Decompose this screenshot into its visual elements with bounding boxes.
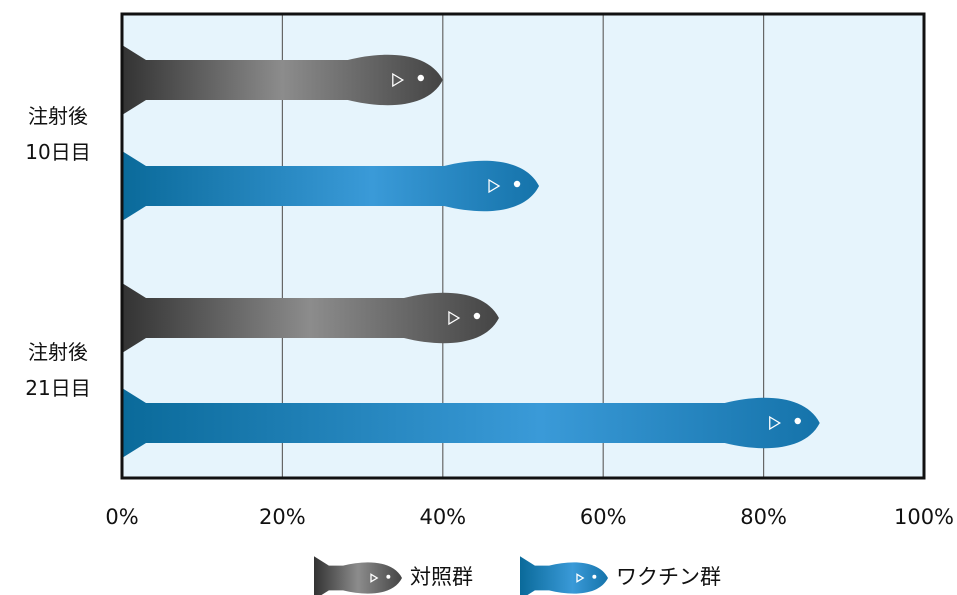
fish-gill [448, 310, 461, 326]
x-tick-label: 20% [259, 505, 306, 529]
fish-bar [122, 45, 443, 115]
legend-gill [370, 573, 379, 583]
legend-eye [386, 574, 391, 579]
plot-border [120, 12, 926, 480]
legend-gill [576, 573, 585, 583]
legend-eye [592, 574, 597, 579]
fish-eye [513, 180, 521, 188]
fish-bar [122, 388, 820, 458]
legend-fish [520, 556, 608, 595]
x-tick-label: 80% [740, 505, 787, 529]
fish-eye [473, 312, 481, 320]
fish-bar [122, 283, 499, 353]
fish-gill [392, 72, 405, 88]
x-tick-label: 0% [105, 505, 138, 529]
x-tick-label: 40% [419, 505, 466, 529]
fish-eye [794, 417, 801, 425]
x-tick-label: 100% [894, 505, 954, 529]
x-tick-label: 60% [580, 505, 627, 529]
legend-label: 対照群 [410, 565, 473, 589]
fish-gill [488, 178, 501, 194]
fish-bar [122, 151, 540, 221]
fish-gill [769, 415, 782, 431]
category-label: 注射後 21日目 [25, 340, 91, 400]
fish-eye [417, 74, 424, 82]
category-label: 注射後 10日目 [25, 104, 91, 164]
legend-fish [314, 556, 402, 595]
legend-label: ワクチン群 [616, 565, 721, 589]
